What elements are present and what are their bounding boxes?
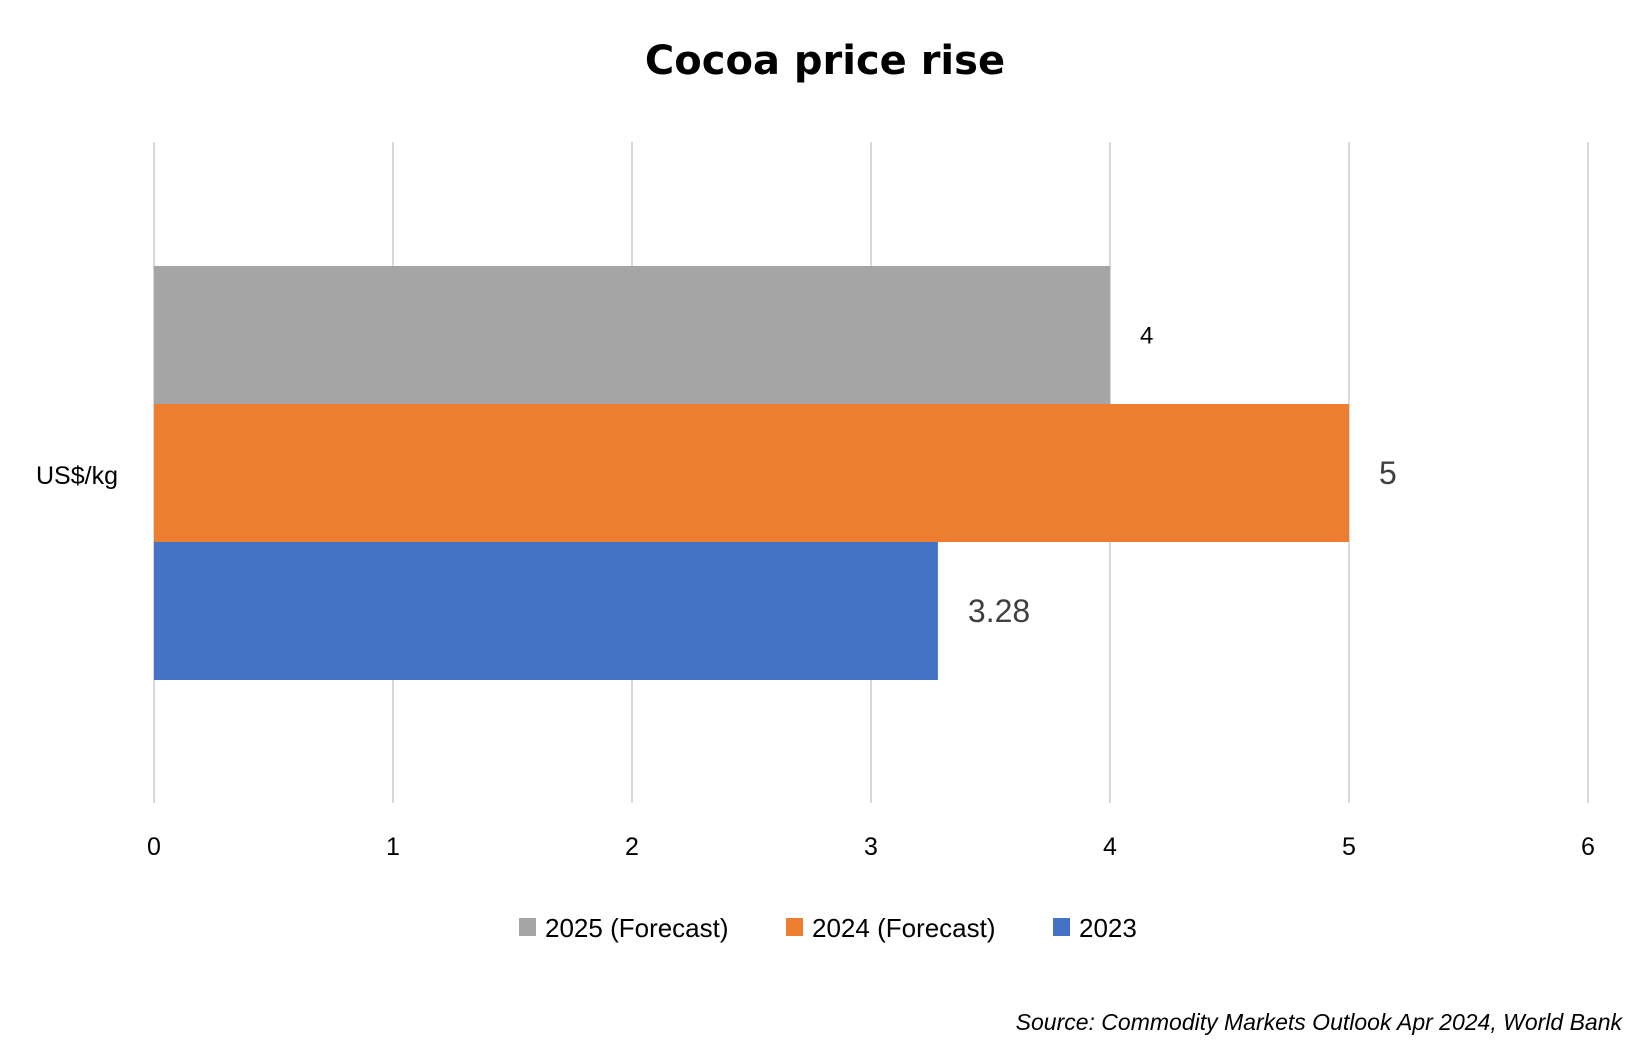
x-tick-label: 4 bbox=[1103, 833, 1117, 861]
legend-item: 2025 (Forecast) bbox=[519, 913, 729, 943]
legend-label: 2025 (Forecast) bbox=[545, 913, 729, 943]
x-tick-label: 0 bbox=[147, 833, 161, 861]
legend: 2025 (Forecast) 2024 (Forecast) 2023 bbox=[519, 913, 1137, 943]
legend-label: 2023 bbox=[1079, 913, 1137, 943]
bar-2023 bbox=[154, 542, 938, 680]
x-tick-label: 1 bbox=[386, 833, 400, 861]
legend-item: 2024 (Forecast) bbox=[786, 913, 996, 943]
legend-item: 2023 bbox=[1053, 913, 1137, 943]
category-label: US$/kg bbox=[36, 462, 118, 490]
bar-2024-forecast bbox=[154, 404, 1349, 542]
legend-swatch bbox=[786, 918, 803, 936]
legend-label: 2024 (Forecast) bbox=[812, 913, 996, 943]
chart-title: Cocoa price rise bbox=[645, 38, 1005, 84]
bar-2025-forecast bbox=[154, 266, 1110, 404]
x-tick-label: 3 bbox=[864, 833, 878, 861]
x-tick-label: 2 bbox=[625, 833, 639, 861]
data-label: 5 bbox=[1379, 455, 1397, 491]
data-label: 3.28 bbox=[968, 593, 1030, 629]
source-note: Source: Commodity Markets Outlook Apr 20… bbox=[1016, 1009, 1624, 1035]
legend-swatch bbox=[519, 918, 536, 936]
x-tick-label: 6 bbox=[1581, 833, 1595, 861]
bars: 453.28 bbox=[154, 266, 1397, 680]
x-axis-ticks: 0 1 2 3 4 5 6 bbox=[147, 833, 1595, 861]
legend-swatch bbox=[1053, 918, 1070, 936]
data-label: 4 bbox=[1140, 322, 1153, 349]
x-tick-label: 5 bbox=[1342, 833, 1356, 861]
